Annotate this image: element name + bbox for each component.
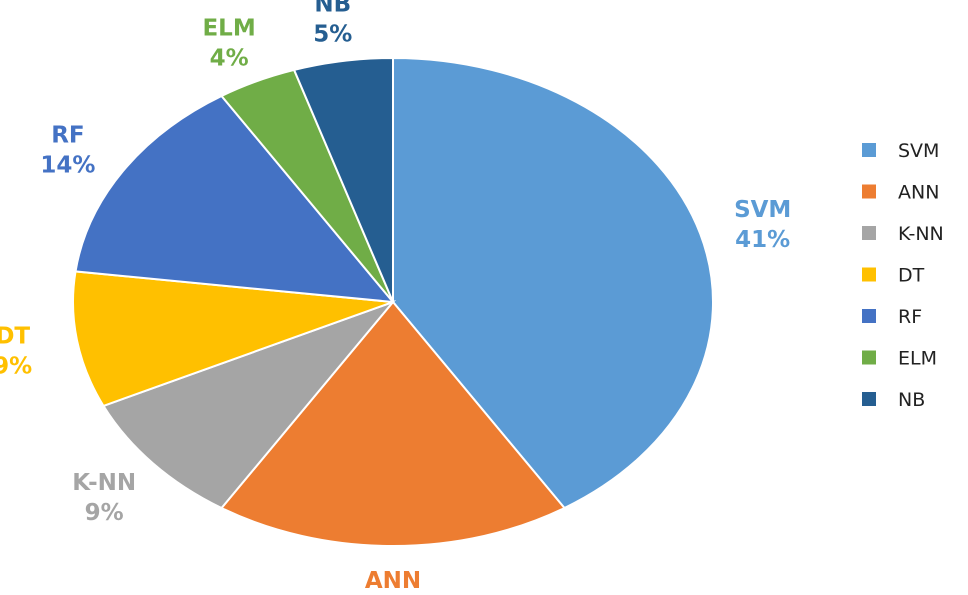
pie-slice-ann [219, 300, 567, 547]
pie-slice-dt [72, 270, 394, 408]
legend-label-ann: ANN [898, 182, 939, 204]
legend-swatch-elm [862, 350, 876, 365]
slice-value-label-dt: 9% [0, 353, 32, 379]
legend-label-k-nn: K-NN [898, 223, 944, 245]
pie-slice-nb [292, 56, 394, 303]
slice-label-nb: NB [314, 0, 351, 18]
slice-value-label-nb: 5% [313, 22, 352, 48]
legend-swatch-dt [862, 267, 876, 282]
slice-label-svm: SVM [734, 197, 791, 223]
legend-swatch-rf [862, 309, 876, 323]
slice-label-ann: ANN [365, 568, 421, 594]
slice-value-label-svm: 41% [735, 227, 790, 253]
legend-label-elm: ELM [898, 348, 937, 370]
legend-label-nb: NB [898, 389, 925, 411]
slice-value-label-rf: 14% [40, 153, 95, 179]
legend-swatch-k-nn [862, 226, 876, 240]
slice-label-elm: ELM [202, 16, 255, 42]
pie-slice-svm [392, 56, 714, 510]
pie-slice-rf [74, 94, 396, 304]
slice-value-label-k-nn: 9% [85, 500, 124, 526]
slice-label-k-nn: K-NN [72, 470, 136, 496]
legend-label-rf: RF [898, 306, 922, 328]
pie-slice-k-nn [101, 299, 397, 510]
legend-label-svm: SVM [898, 140, 939, 162]
legend-swatch-nb [862, 392, 876, 406]
legend-swatch-ann [862, 184, 876, 199]
slice-value-label-elm: 4% [210, 46, 249, 72]
slice-label-dt: DT [0, 323, 30, 349]
legend-label-dt: DT [898, 265, 925, 287]
slice-label-rf: RF [51, 123, 84, 149]
legend-swatch-svm [862, 143, 876, 157]
